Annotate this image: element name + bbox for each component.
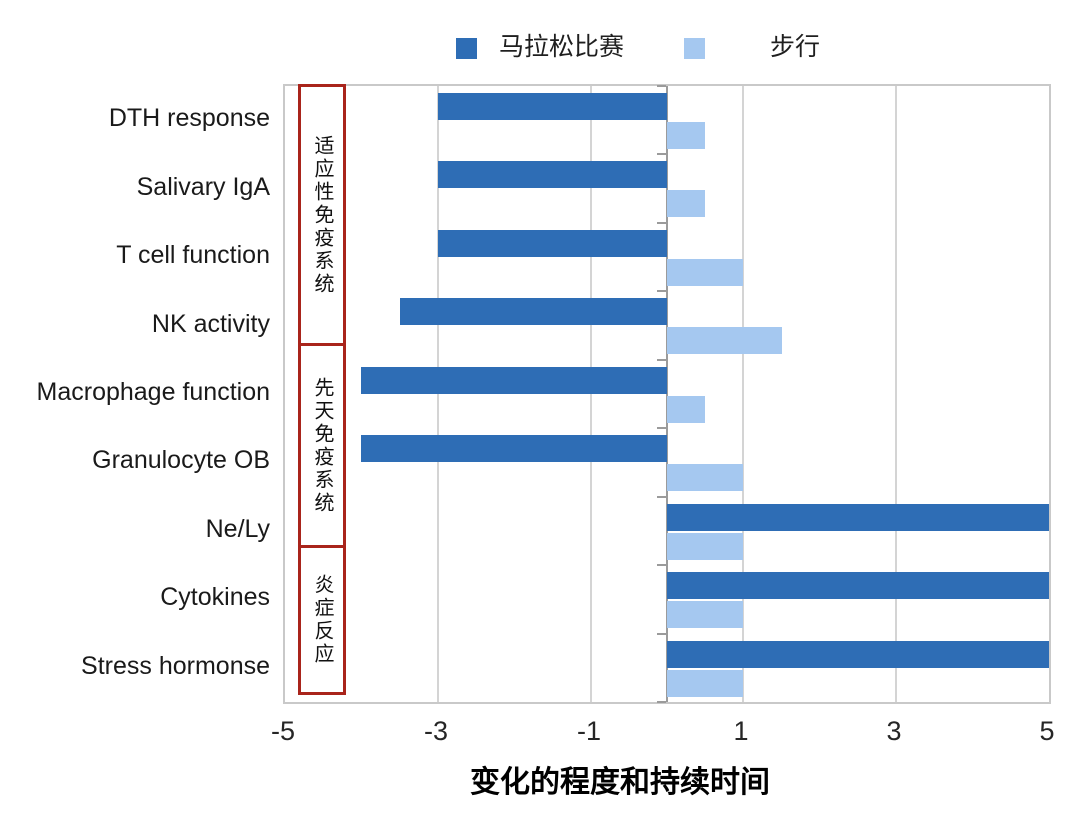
zero-axis-tick: [657, 153, 666, 155]
group-box-2: 先天免疫系统: [298, 343, 346, 548]
category-label-stress-hormonse: Stress hormonse: [81, 652, 270, 680]
walking-bar-salivary-iga: [667, 190, 706, 217]
marathon-bar-ne-ly: [667, 504, 1049, 531]
marathon-bar-t-cell-function: [437, 230, 667, 257]
xtick-label-1: 1: [733, 716, 749, 746]
xtick-label--5: -5: [270, 716, 295, 746]
marathon-bar-nk-activity: [399, 298, 667, 325]
zero-axis-line: [666, 86, 668, 702]
gridline--1: [589, 86, 592, 702]
zero-axis-tick: [657, 496, 666, 498]
marathon-bar-cytokines: [667, 572, 1049, 599]
group-box-1: 适应性免疫系统: [298, 84, 346, 346]
gridline-3: [895, 86, 898, 702]
zero-axis-tick: [657, 359, 666, 361]
x-axis-title: 变化的程度和持续时间: [470, 766, 770, 799]
marathon-bar-salivary-iga: [437, 161, 667, 188]
xtick-label-3: 3: [886, 716, 902, 746]
walking-bar-ne-ly: [667, 533, 744, 560]
group-box-label-3: 炎症反应: [311, 574, 333, 666]
group-box-label-2: 先天免疫系统: [311, 376, 333, 515]
walking-bar-macrophage-function: [667, 396, 706, 423]
zero-axis-tick: [657, 564, 666, 566]
marathon-bar-stress-hormonse: [667, 641, 1049, 668]
xtick-label-5: 5: [1039, 716, 1055, 746]
category-label-dth-response: DTH response: [108, 104, 270, 132]
category-label-granulocyte-ob: Granulocyte OB: [92, 446, 270, 474]
category-label-salivary-iga: Salivary IgA: [136, 173, 270, 201]
category-label-cytokines: Cytokines: [160, 583, 270, 611]
walking-bar-granulocyte-ob: [667, 464, 744, 491]
walking-bar-nk-activity: [667, 327, 782, 354]
xtick-label--3: -3: [423, 716, 448, 746]
zero-axis-tick: [657, 85, 666, 87]
group-box-3: 炎症反应: [298, 545, 346, 695]
gridline-1: [742, 86, 745, 702]
category-label-macrophage-function: Macrophage function: [36, 378, 270, 406]
marathon-legend-swatch: [456, 38, 477, 59]
marathon-bar-macrophage-function: [361, 367, 667, 394]
zero-axis-tick: [657, 427, 666, 429]
xtick-label--1: -1: [576, 716, 601, 746]
gridline--3: [436, 86, 439, 702]
walking-legend-label: 步行: [770, 33, 821, 61]
zero-axis-tick: [657, 290, 666, 292]
walking-legend-swatch: [684, 38, 705, 59]
marathon-bar-granulocyte-ob: [361, 435, 667, 462]
marathon-bar-dth-response: [437, 93, 667, 120]
walking-bar-cytokines: [667, 601, 744, 628]
marathon-legend-label: 马拉松比赛: [499, 33, 625, 61]
category-label-ne-ly: Ne/Ly: [205, 515, 270, 543]
walking-bar-dth-response: [667, 122, 706, 149]
category-label-t-cell-function: T cell function: [116, 241, 270, 269]
zero-axis-tick: [657, 222, 666, 224]
zero-axis-tick: [657, 633, 666, 635]
walking-bar-stress-hormonse: [667, 670, 744, 697]
group-box-label-1: 适应性免疫系统: [311, 134, 333, 296]
zero-axis-tick: [657, 701, 666, 703]
walking-bar-t-cell-function: [667, 259, 744, 286]
plot-area: [283, 84, 1051, 704]
category-label-nk-activity: NK activity: [151, 310, 270, 338]
